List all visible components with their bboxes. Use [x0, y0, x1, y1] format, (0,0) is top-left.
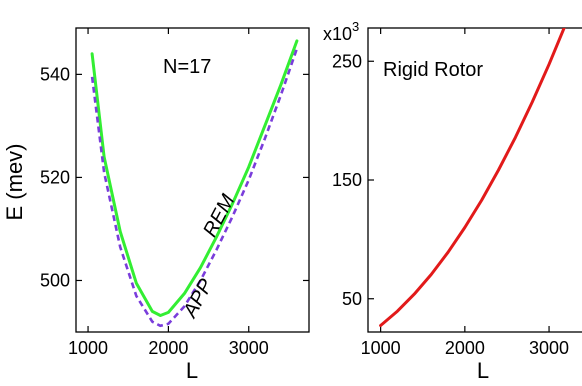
left-plot-frame: [75, 27, 310, 333]
right-x-tick-label: 3000: [529, 338, 569, 358]
right-y-multiplier: x103: [323, 19, 359, 44]
left-chart: 1000 2000 3000 500 520 540 N=17 REM APP L E (m…: [2, 27, 310, 383]
right-chart: 1000 2000 3000 50 150 250 Rigid Rotor x103 L: [323, 19, 582, 383]
right-x-axis-title: L: [477, 358, 489, 383]
left-series-labels: REM APP: [179, 191, 240, 322]
right-y-tick-label: 50: [342, 289, 362, 309]
left-ticks: 1000 2000 3000 500 520 540: [40, 28, 309, 358]
left-x-tick-label: 1000: [68, 338, 108, 358]
right-y-multiplier-base: x10: [323, 24, 352, 44]
label-app: APP: [179, 275, 218, 322]
right-x-tick-label: 2000: [445, 338, 485, 358]
right-x-tick-label: 1000: [361, 338, 401, 358]
right-annotation: Rigid Rotor: [383, 59, 483, 81]
right-series: [379, 28, 566, 327]
right-y-tick-label: 250: [332, 51, 362, 71]
left-y-tick-label: 500: [40, 270, 70, 290]
right-y-multiplier-exp: 3: [352, 19, 359, 34]
left-annotation: N=17: [163, 56, 211, 78]
left-x-axis-title: L: [186, 358, 198, 383]
left-x-tick-label: 2000: [148, 338, 188, 358]
right-ticks: 1000 2000 3000 50 150 250: [332, 28, 569, 358]
left-series-rem: [90, 39, 299, 317]
left-y-axis-title: E (mev): [2, 144, 27, 221]
right-y-tick-label: 150: [332, 170, 362, 190]
left-y-tick-label: 520: [40, 167, 70, 187]
right-series-line-0: [379, 28, 566, 327]
left-x-tick-label: 3000: [229, 338, 269, 358]
left-series-app: [90, 48, 299, 328]
left-y-tick-label: 540: [40, 64, 70, 84]
label-rem: REM: [199, 191, 239, 241]
left-series: [90, 39, 299, 328]
